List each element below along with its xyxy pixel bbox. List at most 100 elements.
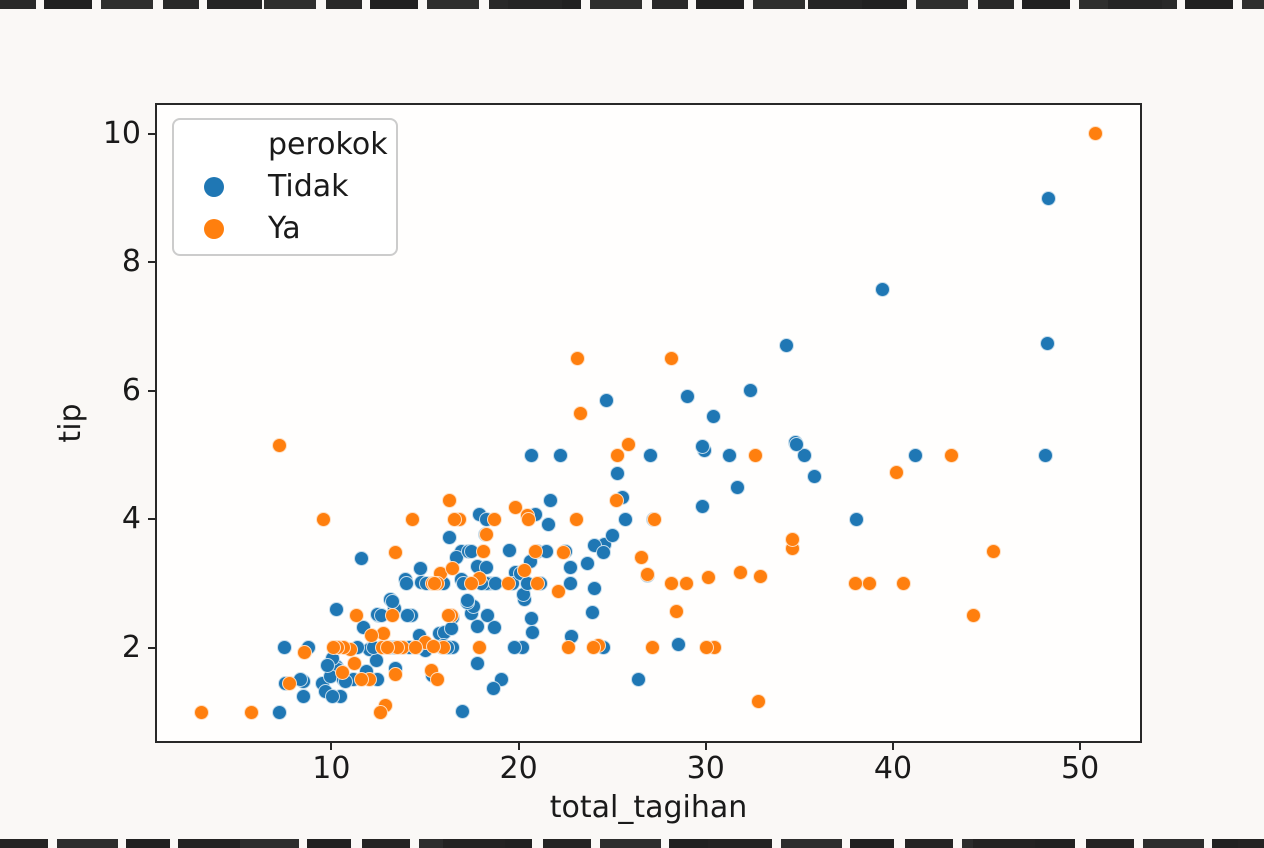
data-point-tidak [524, 447, 539, 463]
data-point-ya [699, 640, 715, 656]
data-point-ya [888, 464, 904, 480]
data-point-ya [608, 493, 624, 509]
data-point-ya [663, 576, 679, 592]
data-point-ya [751, 693, 767, 709]
scatter-points [157, 105, 1140, 741]
data-point-tidak [585, 605, 601, 620]
data-point-tidak [525, 624, 541, 640]
x-tick-label: 40 [873, 751, 913, 786]
data-point-ya [647, 511, 663, 527]
data-point-ya [442, 492, 458, 508]
x-tick-label: 10 [312, 751, 351, 786]
data-point-tidak [743, 383, 759, 399]
legend: perokok Tidak Ya [172, 118, 398, 256]
data-point-ya [349, 608, 365, 624]
data-point-ya [194, 704, 210, 720]
data-point-tidak [680, 388, 696, 404]
data-point-ya [965, 608, 981, 624]
data-point-ya [516, 562, 532, 578]
data-point-tidak [325, 688, 341, 704]
data-point-ya [486, 511, 502, 527]
data-point-tidak [1041, 190, 1057, 206]
data-point-tidak [788, 436, 804, 452]
data-point-ya [639, 567, 655, 583]
data-point-ya [507, 499, 523, 515]
data-point-ya [848, 576, 864, 592]
data-point-tidak [579, 556, 595, 572]
data-point-ya [281, 676, 297, 692]
data-point-ya [748, 447, 764, 463]
data-point-tidak [907, 447, 923, 463]
data-point-ya [325, 640, 341, 656]
data-point-ya [645, 640, 661, 656]
data-point-tidak [1040, 336, 1056, 352]
data-point-ya [985, 543, 1001, 559]
data-point-tidak [1038, 447, 1054, 463]
data-point-ya [634, 549, 650, 565]
data-point-ya [669, 604, 685, 620]
data-point-ya [441, 608, 457, 624]
y-tick-label: 10 [102, 115, 141, 151]
data-point-tidak [540, 517, 556, 532]
data-point-tidak [617, 511, 633, 527]
y-axis-label: tip [53, 403, 88, 443]
data-point-tidak [671, 637, 687, 653]
data-point-ya [464, 576, 480, 592]
x-tick-label: 20 [499, 751, 538, 786]
data-point-tidak [587, 581, 603, 597]
x-tick-mark [891, 741, 894, 750]
data-point-tidak [400, 608, 416, 624]
data-point-ya [573, 405, 589, 421]
data-point-ya [476, 543, 492, 559]
data-point-tidak [722, 447, 738, 463]
data-point-ya [569, 511, 585, 527]
data-point-ya [527, 543, 543, 559]
data-point-tidak [552, 447, 568, 463]
data-point-ya [447, 511, 463, 527]
cropped-text-artifact-top [0, 0, 1264, 9]
data-point-tidak [506, 640, 522, 656]
y-tick-label: 4 [121, 501, 141, 537]
data-point-ya [297, 645, 313, 661]
data-point-ya [430, 672, 446, 688]
data-point-tidak [874, 281, 890, 297]
data-point-ya [427, 576, 443, 592]
data-point-ya [471, 640, 487, 656]
data-point-ya [353, 672, 369, 688]
data-point-ya [500, 576, 516, 592]
cropped-text-artifact-bottom [0, 839, 1264, 848]
data-point-ya [334, 665, 350, 681]
data-point-tidak [705, 409, 721, 425]
data-point-tidak [296, 688, 311, 704]
data-point-ya [570, 351, 586, 367]
y-tick-mark [148, 518, 157, 521]
data-point-tidak [807, 468, 823, 484]
data-point-tidak [444, 621, 460, 637]
data-point-ya [372, 704, 388, 720]
data-point-ya [445, 561, 460, 577]
data-point-ya [387, 667, 403, 683]
legend-entry-ya: Ya [174, 208, 396, 250]
data-point-tidak [610, 466, 626, 482]
data-point-ya [586, 640, 602, 656]
data-point-tidak [695, 438, 711, 454]
legend-title: perokok [268, 127, 388, 162]
data-point-ya [732, 564, 748, 580]
data-point-tidak [796, 447, 812, 463]
data-point-ya [479, 527, 495, 543]
data-point-ya [621, 437, 637, 453]
data-point-tidak [354, 551, 370, 567]
data-point-ya [529, 576, 545, 592]
data-point-tidak [470, 618, 486, 634]
data-point-tidak [398, 576, 414, 592]
data-point-ya [272, 437, 288, 453]
data-point-tidak [319, 657, 335, 673]
x-tick-mark [704, 741, 707, 750]
data-point-tidak [599, 393, 615, 408]
data-point-tidak [542, 492, 558, 508]
data-point-ya [407, 640, 423, 656]
plot-area: 10 20 30 40 50 2 4 6 8 10 total_tagihan tip pero… [53, 103, 1142, 823]
data-point-tidak [562, 576, 578, 592]
data-point-ya [316, 511, 332, 527]
data-point-ya [556, 545, 572, 561]
